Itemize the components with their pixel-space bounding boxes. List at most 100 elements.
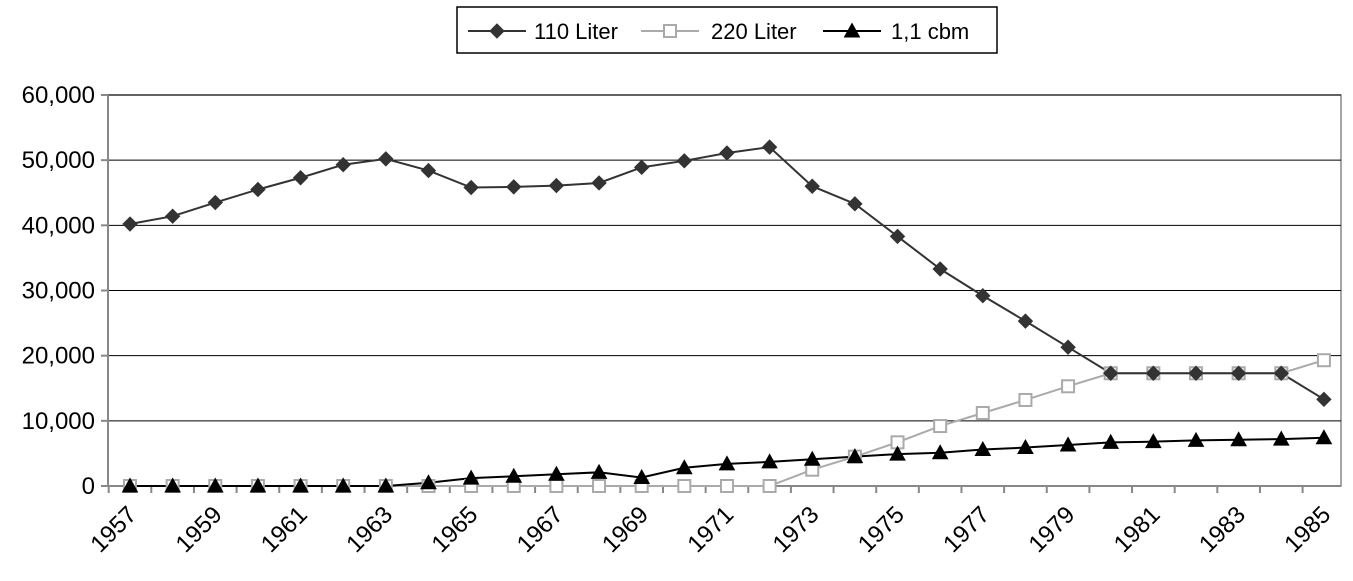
legend-label-1-1-cbm: 1,1 cbm xyxy=(891,19,969,44)
legend-box xyxy=(456,6,998,54)
data-point-1-1-cbm xyxy=(633,468,651,485)
data-point-220-liter xyxy=(1061,379,1076,394)
data-point-1-1-cbm xyxy=(846,448,864,464)
data-point-1-1-cbm xyxy=(377,477,395,493)
data-point-220-liter xyxy=(1316,353,1331,368)
data-point-1-1-cbm xyxy=(931,444,949,460)
grid-lines xyxy=(108,94,1341,422)
data-point-1-1-cbm xyxy=(1315,429,1333,445)
data-point-1-1-cbm xyxy=(1059,436,1077,452)
data-point-220-liter xyxy=(719,479,734,493)
data-point-110-liter xyxy=(804,178,820,194)
data-point-220-liter xyxy=(677,479,692,493)
x-tick-label: 1967 xyxy=(512,501,569,558)
data-point-110-liter xyxy=(1188,365,1204,381)
data-point-1-1-cbm xyxy=(121,477,139,493)
x-tick-label: 1963 xyxy=(341,501,398,558)
data-point-110-liter xyxy=(1017,313,1034,329)
y-tick-label: 50,000 xyxy=(22,147,95,174)
data-point-110-liter xyxy=(633,159,650,176)
data-point-220-liter xyxy=(975,406,990,421)
legend-marker-1-1-cbm xyxy=(843,22,861,38)
y-tick-label: 40,000 xyxy=(22,212,95,239)
data-point-110-liter xyxy=(292,170,309,186)
data-point-110-liter xyxy=(207,194,223,211)
data-point-110-liter xyxy=(1230,365,1247,381)
data-point-1-1-cbm xyxy=(718,455,736,471)
x-tick-label: 1973 xyxy=(768,501,825,558)
data-point-110-liter xyxy=(676,153,693,169)
x-tick-label: 1985 xyxy=(1279,501,1336,558)
data-point-1-1-cbm xyxy=(462,469,480,485)
data-point-1-1-cbm xyxy=(1017,439,1034,455)
y-tick-label: 0 xyxy=(82,473,95,500)
data-point-1-1-cbm xyxy=(1102,433,1120,449)
y-tick-label: 30,000 xyxy=(22,278,95,305)
legend-label-220-liter: 220 Liter xyxy=(711,19,797,44)
data-point-1-1-cbm xyxy=(1272,430,1290,446)
data-point-1-1-cbm xyxy=(1145,433,1162,449)
x-tick-label: 1979 xyxy=(1023,501,1080,558)
data-point-110-liter xyxy=(1103,365,1119,381)
x-tick-label: 1965 xyxy=(427,501,484,558)
data-point-1-1-cbm xyxy=(420,474,437,490)
data-point-220-liter xyxy=(592,479,607,493)
data-point-110-liter xyxy=(1060,339,1076,355)
x-tick-label: 1975 xyxy=(853,501,910,558)
x-tick-label: 1971 xyxy=(682,501,739,558)
x-tick-label: 1977 xyxy=(938,501,995,558)
x-tick-label: 1981 xyxy=(1109,501,1166,558)
data-point-110-liter xyxy=(591,175,607,191)
data-point-1-1-cbm xyxy=(249,477,267,493)
data-point-220-liter xyxy=(762,479,777,493)
y-axis-tick-labels: 0 10,000 20,000 30,000 40,000 50,000 60,000 xyxy=(22,82,95,500)
data-point-1-1-cbm xyxy=(1230,431,1247,447)
data-point-110-liter xyxy=(164,208,181,224)
data-point-110-liter xyxy=(335,157,351,173)
data-point-110-liter xyxy=(975,288,991,304)
data-point-110-liter xyxy=(1273,365,1289,381)
data-point-110-liter xyxy=(463,179,479,196)
x-tick-label: 1959 xyxy=(171,501,228,558)
data-point-1-1-cbm xyxy=(675,459,693,475)
legend-label-110-liter: 110 Liter xyxy=(534,19,618,44)
data-point-1-1-cbm xyxy=(164,477,181,493)
x-axis-tick-labels: 1957 1959 1961 1963 1965 1967 1969 1971 1973 1975… xyxy=(85,501,1336,558)
data-point-1-1-cbm xyxy=(1187,431,1205,447)
legend-marker-220-liter xyxy=(663,24,677,38)
data-point-1-1-cbm xyxy=(548,465,565,481)
data-point-110-liter xyxy=(889,228,906,245)
data-point-110-liter xyxy=(378,151,394,167)
data-point-1-1-cbm xyxy=(803,450,821,466)
data-point-110-liter xyxy=(1316,391,1332,408)
data-point-1-1-cbm xyxy=(505,467,523,483)
data-point-220-liter xyxy=(1018,392,1033,407)
data-point-110-liter xyxy=(506,179,522,195)
data-point-110-liter xyxy=(1145,365,1162,381)
x-tick-label: 1969 xyxy=(597,501,654,558)
data-point-1-1-cbm xyxy=(590,463,608,479)
data-point-110-liter xyxy=(932,261,948,277)
data-point-220-liter xyxy=(933,419,948,434)
x-tick-label: 1983 xyxy=(1194,501,1251,558)
y-tick-label: 10,000 xyxy=(22,408,95,435)
data-point-110-liter xyxy=(250,181,266,198)
legend: 110 Liter 220 Liter 1,1 cbm xyxy=(456,6,998,54)
y-tick-label: 60,000 xyxy=(22,82,95,109)
y-tick-label: 20,000 xyxy=(22,343,95,370)
series-markers xyxy=(121,139,1333,493)
x-tick-label: 1961 xyxy=(256,501,313,558)
data-point-110-liter xyxy=(719,145,735,161)
data-point-110-liter xyxy=(847,196,863,212)
data-point-1-1-cbm xyxy=(334,477,352,493)
data-point-110-liter xyxy=(761,139,778,155)
data-point-220-liter xyxy=(549,479,564,493)
data-point-1-1-cbm xyxy=(292,477,309,493)
data-point-1-1-cbm xyxy=(974,440,992,457)
data-point-110-liter xyxy=(420,162,437,179)
legend-marker-110-liter xyxy=(489,23,505,39)
data-point-110-liter xyxy=(548,177,565,194)
data-point-1-1-cbm xyxy=(206,477,224,493)
